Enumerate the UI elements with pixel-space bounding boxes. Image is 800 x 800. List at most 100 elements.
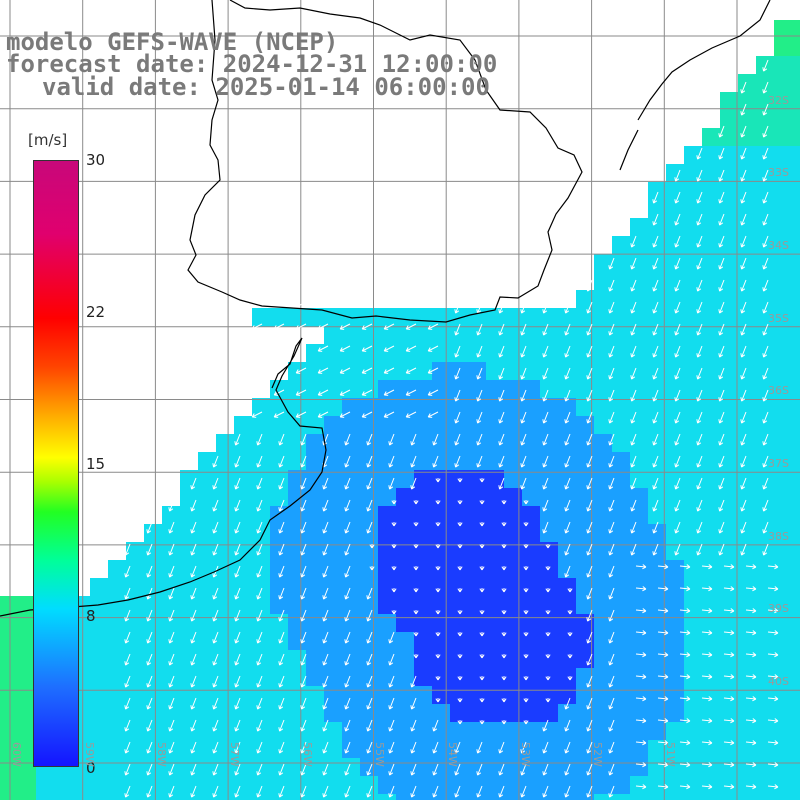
wind-cell <box>126 794 145 800</box>
wind-arrow <box>168 631 175 644</box>
wind-arrow <box>523 544 529 549</box>
wind-arrow <box>718 455 725 468</box>
wind-cell <box>630 614 649 633</box>
wind-arrow <box>701 762 713 768</box>
wind-cell <box>198 776 217 795</box>
lon-label: 52W <box>591 742 604 767</box>
wind-arrow <box>740 103 747 116</box>
wind-cell <box>396 722 415 741</box>
wind-arrow <box>657 586 669 592</box>
wind-arrow <box>762 235 769 248</box>
wind-arrow <box>498 411 505 424</box>
wind-cell <box>18 650 37 669</box>
wind-arrow <box>168 697 175 710</box>
wind-arrow <box>762 433 769 446</box>
wind-arrow <box>679 740 691 746</box>
wind-cell <box>180 596 199 615</box>
wind-arrow <box>520 741 527 754</box>
wind-arrow <box>344 477 351 490</box>
wind-cell <box>342 794 361 800</box>
wind-cell <box>738 128 757 147</box>
wind-arrow <box>190 565 197 578</box>
wind-cell <box>774 758 793 777</box>
wind-arrow <box>652 411 659 424</box>
wind-cell <box>792 326 800 345</box>
wind-arrow <box>608 257 615 270</box>
wind-arrow <box>586 279 593 292</box>
colorbar-tick-30: 30 <box>86 151 106 169</box>
wind-cell <box>486 722 505 741</box>
wind-arrow <box>567 676 573 681</box>
wind-arrow <box>501 566 507 571</box>
wind-arrow <box>457 654 463 659</box>
wind-arrow <box>586 521 593 534</box>
wind-arrow <box>322 521 329 534</box>
wind-cell <box>486 470 505 489</box>
wind-arrow <box>124 785 131 798</box>
wind-cell <box>126 704 145 723</box>
wind-cell <box>108 632 127 651</box>
wind-arrow <box>168 785 175 798</box>
wind-arrow <box>234 697 241 710</box>
wind-arrow <box>723 696 735 702</box>
colorbar-tick-0: 0 <box>86 759 96 777</box>
wind-cell <box>648 776 667 795</box>
wind-cell <box>414 776 433 795</box>
wind-arrow <box>608 345 615 358</box>
wind-cell <box>792 740 800 759</box>
wind-arrow <box>391 610 397 615</box>
wind-cell <box>396 668 415 687</box>
wind-arrow <box>501 632 507 637</box>
wind-arrow <box>146 609 153 622</box>
wind-cell <box>414 560 433 579</box>
wind-arrow <box>545 566 551 571</box>
wind-cell <box>216 452 235 471</box>
wind-cell <box>702 794 721 800</box>
wind-cell <box>666 164 685 183</box>
wind-cell <box>414 614 433 633</box>
wind-arrow <box>322 477 329 490</box>
wind-cell <box>756 686 775 705</box>
wind-cell <box>648 542 667 561</box>
wind-arrow <box>498 785 505 798</box>
wind-cell <box>594 542 613 561</box>
wind-arrow <box>657 652 669 658</box>
wind-cell <box>342 578 361 597</box>
wind-cell <box>90 632 109 651</box>
wind-arrow <box>339 345 351 352</box>
wind-arrow <box>767 718 779 724</box>
wind-arrow <box>520 785 527 798</box>
wind-cell <box>684 362 703 381</box>
wind-cell <box>342 470 361 489</box>
wind-cell <box>594 308 613 327</box>
wind-cell <box>702 398 721 417</box>
wind-arrow <box>635 652 647 658</box>
wind-cell <box>378 398 397 417</box>
wind-cell <box>666 524 685 543</box>
wind-cell <box>288 560 307 579</box>
wind-cell <box>630 308 649 327</box>
wind-cell <box>0 776 19 795</box>
wind-cell <box>288 686 307 705</box>
wind-arrow <box>745 586 757 592</box>
wind-cell <box>702 704 721 723</box>
wind-arrow <box>652 389 659 402</box>
wind-arrow <box>718 147 725 160</box>
wind-arrow <box>391 522 397 527</box>
wind-arrow <box>234 653 241 666</box>
wind-cell <box>738 470 757 489</box>
wind-arrow <box>767 674 779 680</box>
wind-cell <box>342 398 361 417</box>
wind-cell <box>378 416 397 435</box>
wind-cell <box>216 434 235 453</box>
wind-cell <box>540 344 559 363</box>
wind-cell <box>396 488 415 507</box>
wind-cell <box>342 722 361 741</box>
wind-cell <box>774 686 793 705</box>
wind-cell <box>342 740 361 759</box>
wind-cell <box>774 326 793 345</box>
wind-arrow <box>657 740 669 746</box>
wind-cell <box>162 506 181 525</box>
wind-arrow <box>388 675 395 688</box>
wind-arrow <box>413 610 419 615</box>
